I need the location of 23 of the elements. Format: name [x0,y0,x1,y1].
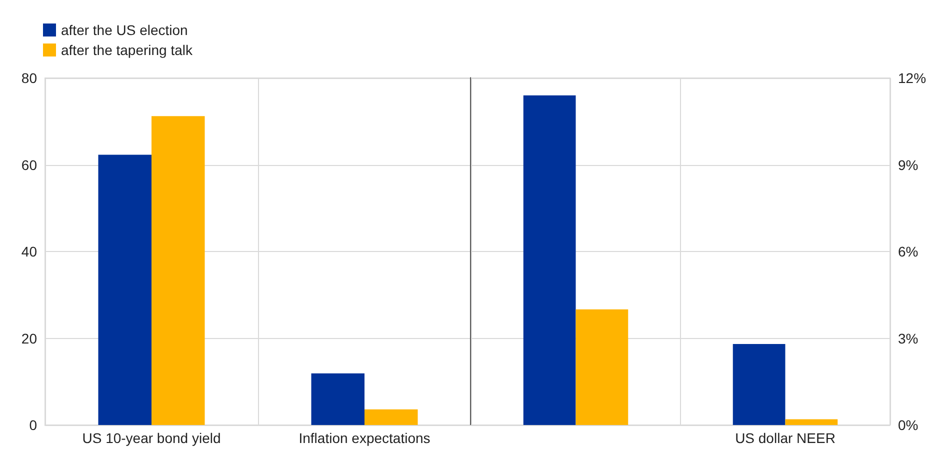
x-tick-label: US dollar NEER [735,430,836,446]
y-tick-label: 20 [21,330,38,346]
legend-label: after the US election [61,22,188,38]
y-tick-label: 40 [21,244,38,260]
y2-tick-label: 9% [898,156,918,173]
y2-tick-label: 0% [898,417,918,433]
bar [732,344,786,425]
legend-label: after the tapering talk [61,42,194,58]
y-tick-label: 0 [29,417,38,433]
bar [152,116,205,425]
bar [523,95,576,425]
y-tick-label: 60 [21,156,38,173]
y2-tick-label: 3% [898,330,918,346]
x-tick-label: US 10-year bond yield [82,430,221,446]
y2-tick-label: 12% [898,70,926,86]
bar [576,309,628,425]
bar [98,154,152,425]
bar [311,373,364,425]
y-tick-label: 80 [21,70,38,86]
bar [364,409,418,425]
x-tick-label: Inflation expectations [298,430,430,446]
y2-tick-label: 6% [898,244,918,260]
bar [785,419,838,425]
